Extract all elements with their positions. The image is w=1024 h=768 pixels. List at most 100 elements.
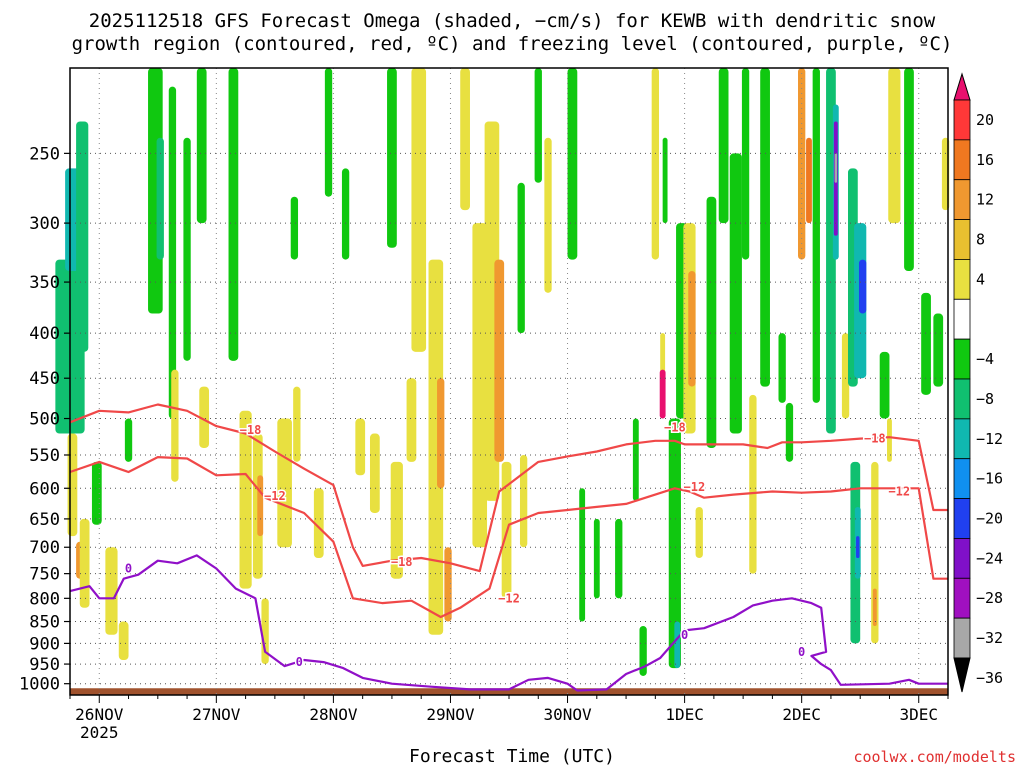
omega-cell (183, 137, 191, 361)
omega-cell (517, 182, 525, 334)
omega-cell (662, 137, 668, 224)
y-tick-label: 1000 (19, 675, 60, 695)
ground-surface (70, 688, 948, 695)
colorbar-label: −32 (976, 629, 1003, 647)
omega-cell (579, 488, 586, 622)
colorbar-swatch (953, 538, 971, 579)
contour-line (69, 403, 948, 573)
colorbar-swatch (953, 139, 971, 181)
colorbar-swatch (953, 498, 971, 539)
colorbar-label: 16 (976, 151, 994, 169)
omega-cell (91, 461, 102, 525)
omega-cell (324, 68, 333, 197)
colorbar-label: −28 (976, 589, 1003, 607)
omega-cell (428, 259, 444, 635)
colorbar-swatch (953, 179, 971, 220)
omega-cell (228, 68, 239, 361)
omega-cell (718, 68, 729, 224)
omega-cell (437, 378, 445, 489)
contour-label: 0 (798, 645, 805, 659)
colorbar-swatch (953, 458, 971, 499)
omega-cell (749, 394, 757, 574)
contour-line (69, 456, 948, 619)
omega-cell (355, 418, 366, 476)
omega-cell (933, 313, 944, 387)
omega-cell (841, 333, 850, 419)
omega-cell (171, 369, 179, 482)
y-tick-label: 650 (29, 510, 60, 530)
omega-cell (124, 418, 133, 462)
omega-cell (168, 86, 177, 419)
x-tick-sublabel: 2025 (80, 723, 119, 742)
x-tick-label: 27NOV (192, 705, 241, 724)
colorbar-swatch (953, 298, 971, 340)
contour-label: −12 (264, 489, 286, 503)
colorbar-swatch (953, 418, 971, 460)
colorbar-bottom-arrow (953, 657, 971, 693)
contour-label: −18 (391, 555, 413, 569)
contour-label: −18 (664, 421, 686, 435)
omega-cell (444, 547, 452, 622)
omega-cell (313, 488, 324, 559)
y-tick-label: 500 (29, 410, 60, 430)
omega-cell (199, 386, 210, 448)
colorbar-swatch (953, 577, 971, 619)
colorbar-swatch (953, 99, 971, 141)
y-tick-label: 550 (29, 446, 60, 466)
x-tick-label: 26NOV (75, 705, 124, 724)
colorbar-label: 20 (976, 111, 994, 129)
y-tick-label: 800 (29, 589, 60, 609)
ground-surface-layer (70, 688, 948, 695)
colorbar-label: −12 (976, 430, 1003, 448)
omega-cell (411, 68, 427, 352)
colorbar-swatch (953, 617, 971, 659)
y-tick-label: 950 (29, 655, 60, 675)
y-tick-label: 900 (29, 634, 60, 654)
colorbar: 20 16 12 8 4 −4 −8 −12 −16 −20 −24 −28 −32 −36 (953, 72, 1003, 693)
omega-cell (639, 625, 647, 676)
omega-cell (472, 223, 488, 548)
omega-cell (76, 121, 89, 352)
colorbar-swatch (953, 378, 971, 420)
omega-cell (632, 418, 639, 501)
contour-label: −18 (240, 423, 262, 437)
omega-cell (79, 518, 90, 608)
omega-cell (706, 196, 717, 448)
colorbar-swatch (953, 219, 971, 260)
omega-cell (887, 418, 892, 462)
x-axis-label: Forecast Time (UTC) (409, 746, 615, 767)
colorbar-top-arrow (953, 72, 971, 101)
omega-cell (668, 418, 681, 669)
y-tick-label: 300 (29, 214, 60, 234)
contour-layer: −18 −18 −18 −18 −12 −12 −12 −12 0 0 0 0 (69, 403, 948, 692)
y-tick-label: 700 (29, 538, 60, 558)
omega-cell (341, 168, 350, 260)
contour-label: −18 (864, 432, 886, 446)
y-tick-label: 400 (29, 324, 60, 344)
omega-cell (406, 378, 417, 462)
colorbar-label: −20 (976, 510, 1003, 528)
chart-title-line-2: growth region (contoured, red, ºC) and f… (71, 33, 953, 55)
x-tick-label: 3DEC (899, 705, 938, 724)
colorbar-label: 8 (976, 231, 985, 249)
omega-cell (156, 137, 164, 260)
omega-cell (785, 402, 794, 462)
omega-cell (879, 351, 890, 419)
credit-link[interactable]: coolwx.com/modelts (853, 748, 1016, 766)
colorbar-label: −8 (976, 390, 994, 408)
omega-cell (695, 506, 703, 559)
colorbar-label: 12 (976, 191, 994, 209)
y-tick-label: 250 (29, 144, 60, 164)
y-tick-label: 350 (29, 273, 60, 293)
x-tick-label: 29NOV (426, 705, 475, 724)
omega-cell (369, 433, 380, 513)
omega-cell (858, 259, 867, 314)
colorbar-swatch (953, 259, 971, 300)
omega-cell (856, 536, 860, 559)
omega-cell (460, 68, 470, 211)
x-tick-label: 2DEC (782, 705, 821, 724)
x-tick-label: 1DEC (665, 705, 704, 724)
y-tick-label: 850 (29, 613, 60, 633)
omega-cell (390, 461, 403, 579)
